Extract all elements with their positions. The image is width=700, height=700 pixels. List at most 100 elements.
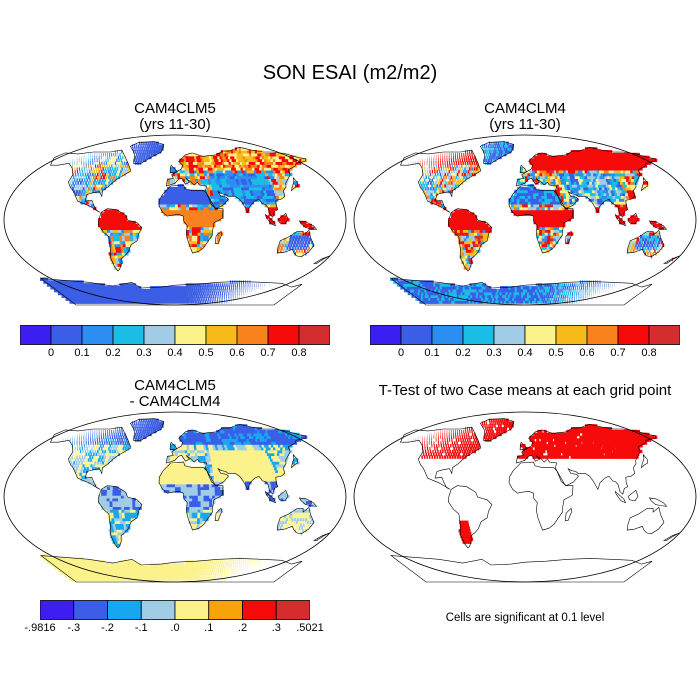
colorbar-swatch-abs (205, 325, 238, 345)
map-cells (390, 141, 673, 304)
coastline-borneo (628, 489, 639, 502)
coastlines (390, 141, 680, 306)
significance-footnote: Cells are significant at 0.1 level (445, 612, 605, 624)
colorbar-tick-label: 0.6 (229, 347, 245, 359)
colorbar-swatch-abs (617, 325, 650, 345)
panel-title-diff: CAM4CLM5 - CAM4CLM4 (0, 378, 350, 410)
coastline-new-guinea (648, 497, 668, 507)
coastline-new-guinea (298, 220, 318, 230)
colorbar-tick-label: -.1 (134, 622, 148, 634)
colorbar-tick-label: 0.8 (291, 347, 307, 359)
colorbar-abs-right (370, 325, 680, 345)
coastline-uk (169, 164, 178, 174)
coastline-japan (640, 177, 649, 192)
colorbar-tick-label: .0 (170, 622, 180, 634)
coastline-madagascar (214, 230, 223, 244)
colorbar-tick-label: .2 (237, 622, 248, 634)
colorbar-swatch-abs (462, 325, 495, 345)
colorbar-tick-label: -.3 (67, 622, 81, 634)
colorbar-tick-label: 0.3 (136, 347, 152, 359)
map-border (353, 134, 697, 306)
coastline-eurasia (165, 146, 306, 218)
colorbar-tick-label: .3 (271, 622, 281, 634)
colorbar-swatch-abs (50, 325, 83, 345)
coastline-antarctica (390, 555, 653, 583)
colorbar-swatch-diff (107, 600, 142, 620)
coastline-australia (626, 506, 665, 535)
coastline-madagascar (214, 507, 223, 521)
coastline-eurasia (165, 423, 306, 495)
coastline-borneo (278, 489, 289, 502)
coastline-new-zealand (662, 532, 680, 541)
panel-title-line2: - CAM4CLM4 (129, 393, 221, 410)
colorbar-tick-label: 0.5 (548, 347, 564, 359)
colorbar-tick-label: 0.3 (486, 347, 502, 359)
colorbar-swatch-diff (174, 600, 210, 620)
figure-title: SON ESAI (m2/m2) (262, 62, 438, 84)
colorbar-swatch-diff (275, 600, 310, 620)
colorbar-tick-label: 0 (397, 347, 405, 359)
colorbar-swatch-abs (586, 325, 619, 345)
panel-title-line1: CAM4CLM5 (134, 100, 216, 117)
coastline-africa (508, 461, 574, 531)
colorbar-labels-left: 0 0.1 0.2 0.3 0.4 0.5 0.6 0.7 0.8 (20, 347, 330, 361)
coastline-new-guinea (648, 220, 668, 230)
colorbar-swatch-abs (174, 325, 207, 345)
colorbar-tick-label: 0.7 (610, 347, 626, 359)
colorbar-swatch-abs (298, 325, 330, 345)
panel-title-clm5: CAM4CLM5 (yrs 11-30) (0, 101, 350, 133)
colorbar-swatch-abs (431, 325, 464, 345)
coastlines (390, 418, 680, 583)
coastline-africa (158, 184, 224, 254)
coastlines (40, 141, 330, 306)
coastline-japan (290, 454, 299, 469)
coastline-borneo (278, 212, 289, 225)
map-panel-diff (3, 411, 347, 583)
colorbar-swatch-diff (208, 600, 243, 620)
coastline-greenland (129, 141, 165, 164)
coastline-sumatra (614, 214, 627, 227)
colorbar-swatch-abs (236, 325, 269, 345)
colorbar-swatch-abs (81, 325, 114, 345)
coastline-south-america (97, 208, 143, 272)
coastline-australia (276, 506, 315, 535)
coastline-uk (169, 441, 178, 451)
colorbar-tick-label: 0.2 (455, 347, 471, 359)
panel-title-line1: CAM4CLM4 (484, 100, 566, 117)
panel-title-ttest: T-Test of two Case means at each grid po… (350, 383, 700, 399)
coastline-greenland (479, 418, 515, 441)
colorbar-tick-label: .5021 (296, 622, 324, 634)
colorbar-diff (40, 600, 310, 620)
map-cells (408, 418, 658, 544)
map-border (3, 411, 347, 583)
colorbar-tick-label: 0.1 (424, 347, 440, 359)
colorbar-tick-label: 0.7 (260, 347, 276, 359)
colorbar-tick-label: 0.5 (198, 347, 214, 359)
colorbar-labels-right: 0 0.1 0.2 0.3 0.4 0.5 0.6 0.7 0.8 (370, 347, 680, 361)
colorbar-swatch-abs (143, 325, 176, 345)
map-cells (40, 141, 323, 304)
colorbar-swatch-abs (20, 325, 52, 345)
panel-title-line1: CAM4CLM5 (134, 377, 216, 394)
coastline-new-zealand (312, 255, 330, 264)
colorbar-swatch-abs (493, 325, 526, 345)
colorbar-tick-label: 0.6 (579, 347, 595, 359)
map-border (3, 134, 347, 306)
map-panel-clm4 (353, 134, 697, 306)
colorbar-swatch-abs (400, 325, 433, 345)
colorbar-abs-left (20, 325, 330, 345)
colorbar-tick-label: -.2 (101, 622, 114, 634)
coastline-eurasia (515, 146, 656, 218)
coastline-africa (508, 184, 574, 254)
colorbar-swatch-diff (73, 600, 108, 620)
map-panel-ttest (353, 411, 697, 583)
coastlines (40, 418, 330, 583)
map-panel-clm5 (3, 134, 347, 306)
colorbar-tick-label: .1 (204, 622, 214, 634)
coastline-borneo (628, 212, 639, 225)
coastline-south-america (447, 208, 493, 272)
coastline-eurasia (515, 423, 656, 495)
colorbar-labels-diff: -.9816 -.3 -.2 -.1 .0 .1 .2 .3 .5021 (24, 622, 323, 636)
coastline-sumatra (264, 214, 277, 227)
colorbar-swatch-abs (524, 325, 557, 345)
